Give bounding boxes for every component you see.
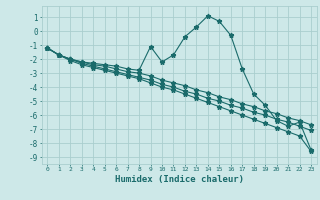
- X-axis label: Humidex (Indice chaleur): Humidex (Indice chaleur): [115, 175, 244, 184]
